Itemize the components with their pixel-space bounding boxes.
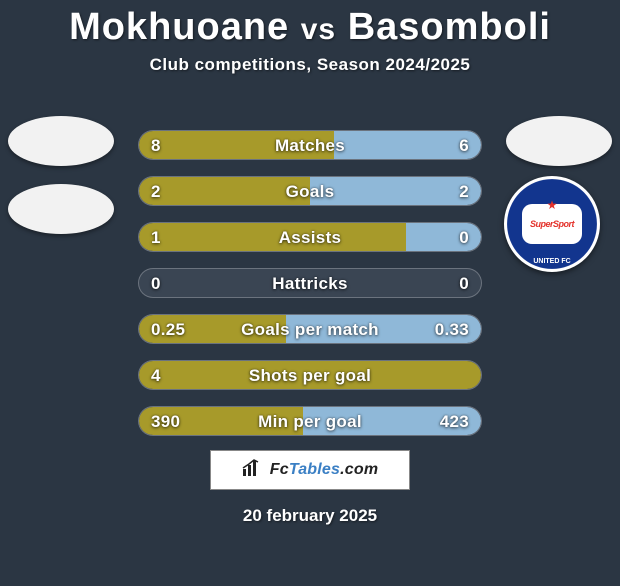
- bar-label: Min per goal: [258, 407, 362, 436]
- bar-value-left: 4: [151, 361, 161, 390]
- player1-club-avatar: [8, 184, 114, 234]
- footer-part1: Fc: [270, 461, 289, 478]
- player1-name: Mokhuoane: [69, 6, 289, 48]
- vs-label: vs: [301, 13, 336, 46]
- bar-label: Goals per match: [241, 315, 379, 344]
- bar-value-left: 8: [151, 131, 161, 160]
- bar-label: Goals: [286, 177, 335, 206]
- left-avatars: [8, 116, 114, 234]
- player2-club-badge: ★ SuperSport UNITED FC: [504, 176, 600, 272]
- date-label: 20 february 2025: [243, 506, 377, 526]
- stat-bar-row: 0.25 Goals per match 0.33: [138, 314, 482, 344]
- bar-fill-left: [139, 223, 406, 251]
- stat-bar-row: 1 Assists 0: [138, 222, 482, 252]
- right-avatars: [506, 116, 612, 166]
- bar-value-left: 0.25: [151, 315, 185, 344]
- stat-bar-row: 8 Matches 6: [138, 130, 482, 160]
- player1-avatar: [8, 116, 114, 166]
- bar-value-left: 1: [151, 223, 161, 252]
- club-subtext: UNITED FC: [533, 258, 570, 265]
- stat-bar-row: 4 Shots per goal: [138, 360, 482, 390]
- bar-value-right: 0: [459, 223, 469, 252]
- stat-bar-row: 0 Hattricks 0: [138, 268, 482, 298]
- subtitle: Club competitions, Season 2024/2025: [0, 55, 620, 75]
- bar-fill-left: [139, 177, 310, 205]
- stat-bar-row: 390 Min per goal 423: [138, 406, 482, 436]
- bar-fill-right: [310, 177, 481, 205]
- bar-label: Assists: [279, 223, 342, 252]
- stat-bar-row: 2 Goals 2: [138, 176, 482, 206]
- club-name: SuperSport: [530, 219, 574, 229]
- bar-label: Hattricks: [272, 269, 347, 298]
- chart-icon: [242, 459, 264, 482]
- footer-part3: .com: [340, 461, 378, 478]
- page-title: Mokhuoane vs Basomboli: [0, 6, 620, 49]
- player2-name: Basomboli: [348, 6, 551, 48]
- bar-label: Shots per goal: [249, 361, 371, 390]
- bar-value-right: 0: [459, 269, 469, 298]
- bar-value-right: 6: [459, 131, 469, 160]
- footer-logo[interactable]: FcTables.com: [210, 450, 410, 490]
- bar-value-right: 423: [440, 407, 469, 436]
- bar-value-left: 390: [151, 407, 180, 436]
- bar-value-right: 2: [459, 177, 469, 206]
- star-icon: ★: [547, 198, 558, 212]
- bar-value-left: 0: [151, 269, 161, 298]
- bar-value-left: 2: [151, 177, 161, 206]
- footer-part2: Tables: [289, 461, 340, 478]
- bar-value-right: 0.33: [435, 315, 469, 344]
- footer-site-text: FcTables.com: [270, 461, 379, 479]
- player2-avatar: [506, 116, 612, 166]
- bar-fill-right: [406, 223, 481, 251]
- bar-label: Matches: [275, 131, 345, 160]
- stat-bars: 8 Matches 6 2 Goals 2 1 Assists 0 0 Hattricks 0 0.25…: [138, 130, 482, 436]
